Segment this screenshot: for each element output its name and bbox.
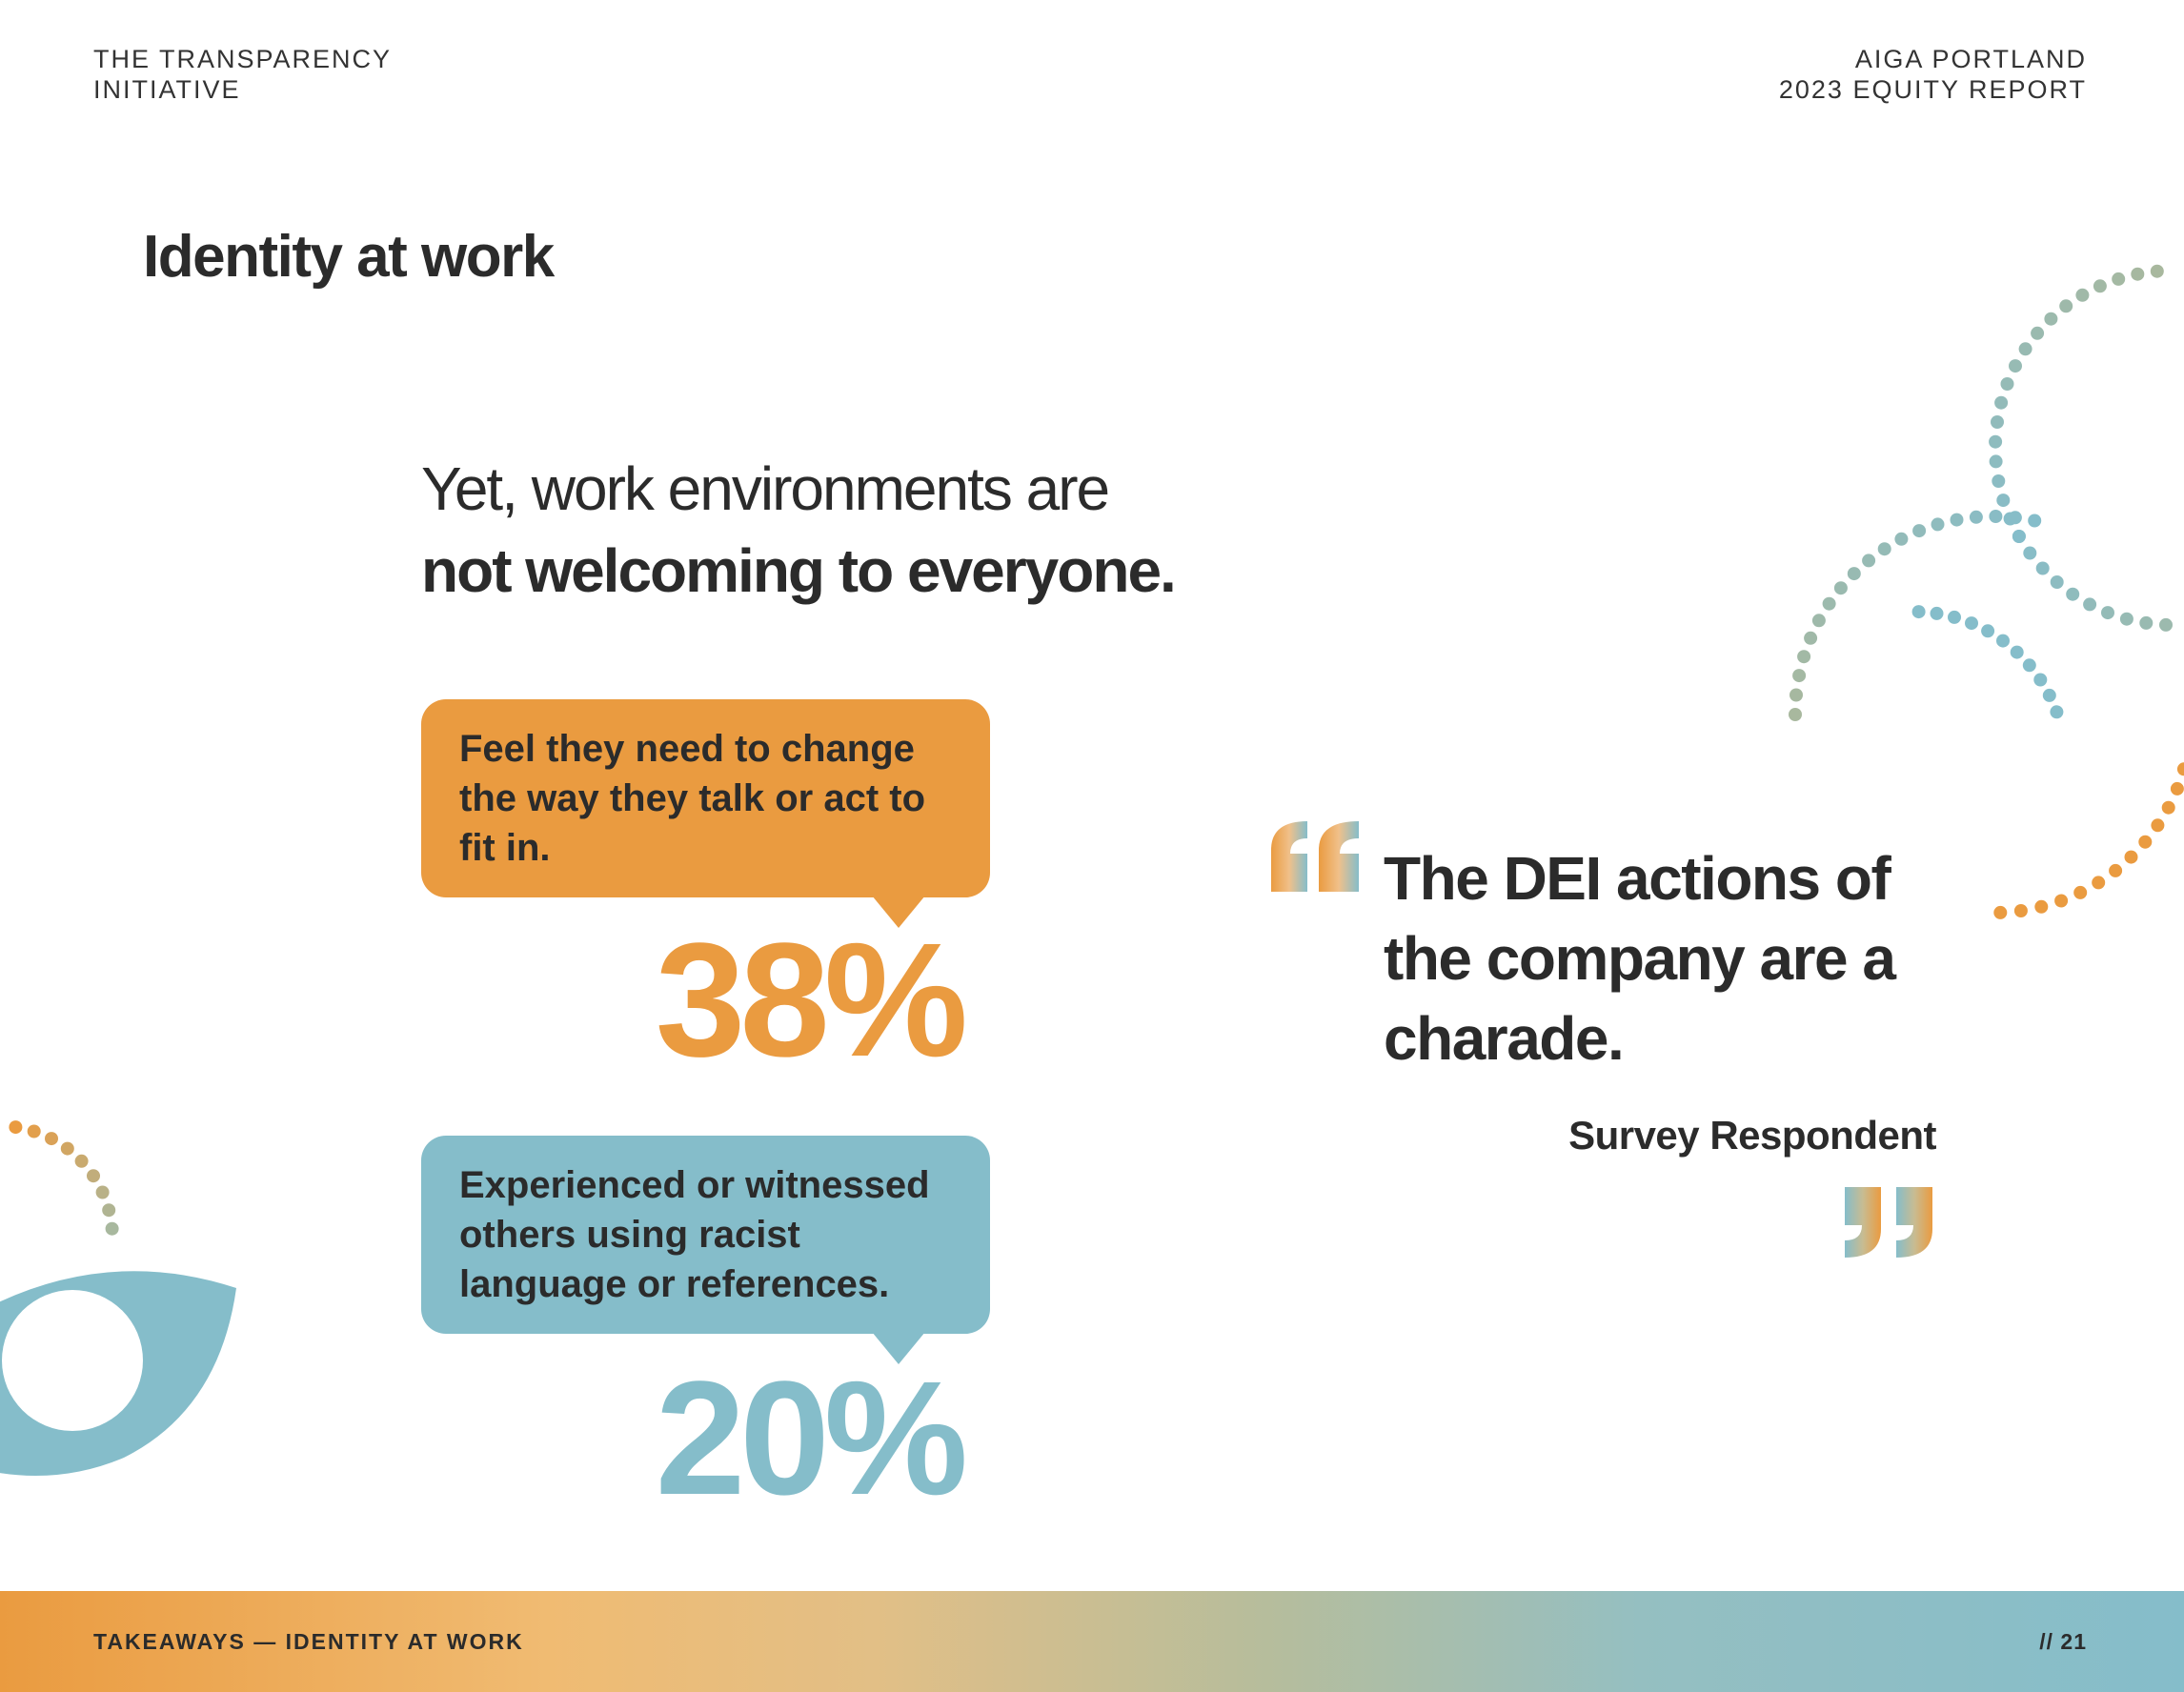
stat-value-38: 38%	[655, 910, 968, 1091]
lead-statement: Yet, work environments are not welcoming…	[421, 448, 1177, 612]
header-left-line2: INITIATIVE	[93, 75, 241, 104]
header-right-line1: AIGA PORTLAND	[1854, 45, 2087, 73]
quote-source: Survey Respondent	[1568, 1113, 1936, 1158]
page-title: Identity at work	[143, 224, 555, 290]
header-left-line1: THE TRANSPARENCY	[93, 45, 393, 73]
lead-line-bold: not welcoming to everyone.	[421, 536, 1177, 605]
report-name-header: AIGA PORTLAND 2023 EQUITY REPORT	[1779, 44, 2087, 105]
quote-close-icon	[1845, 1187, 1932, 1258]
report-series-header: THE TRANSPARENCY INITIATIVE	[93, 44, 392, 105]
header-right-line2: 2023 EQUITY REPORT	[1778, 75, 2087, 104]
lead-line-light: Yet, work environments are	[421, 454, 1110, 523]
dotted-circles	[9, 264, 2184, 1236]
eye-icon	[0, 1271, 236, 1476]
quote-text: The DEI actions of the company are a cha…	[1384, 844, 1896, 1073]
quote-open-icon	[1271, 821, 1359, 892]
footer-page-number: // 21	[2039, 1629, 2087, 1654]
stat-value-20: 20%	[655, 1348, 968, 1529]
stat-bubble-change-behavior: Feel they need to change the way they ta…	[421, 699, 990, 928]
stat-bubble-racist-language: Experienced or witnessed others using ra…	[421, 1136, 990, 1364]
footer-section-label: TAKEAWAYS — IDENTITY AT WORK	[93, 1629, 524, 1654]
footer-bar: TAKEAWAYS — IDENTITY AT WORK // 21	[0, 1591, 2184, 1692]
